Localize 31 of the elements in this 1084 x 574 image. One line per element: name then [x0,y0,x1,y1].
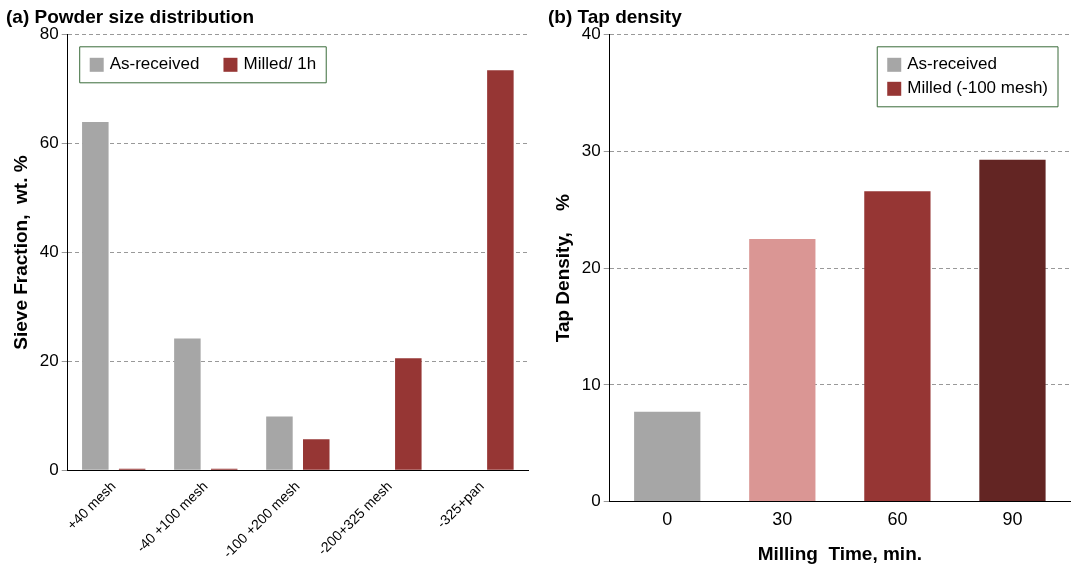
chart-title: (a) Powder size distribution [6,5,255,27]
y-tick-label: 80 [39,24,59,44]
y-tick-label: 20 [581,257,601,277]
chart-title: (b) Tap density [548,5,683,27]
bar [82,121,109,470]
legend-label: As-received [907,54,997,74]
y-axis-title: Tap Density, % [551,194,573,343]
bar [266,416,293,470]
y-tick-label: 10 [581,374,601,394]
x-tick-label: 60 [887,509,908,530]
bar [395,358,422,470]
legend-label: Milled/ 1h [243,54,317,74]
y-axis-title: Sieve Fraction, wt. % [9,155,31,350]
bar [174,338,201,470]
legend-label: Milled (-100 mesh) [907,78,1048,98]
y-tick-label: 40 [39,242,59,262]
y-tick-label: 0 [49,459,59,479]
x-axis-title: Milling Time, min. [757,542,923,564]
legend-label: As-received [109,54,200,74]
x-tick-label: 30 [772,509,793,530]
bar [979,159,1046,502]
bar [303,439,330,470]
y-tick-label: 30 [581,141,601,161]
bar [749,239,816,502]
y-tick-label: 60 [39,133,59,153]
bar [634,411,701,502]
bar [487,70,514,470]
x-tick-label: 0 [662,509,673,530]
x-tick-label: 90 [1002,509,1023,530]
y-tick-label: 20 [39,351,59,371]
bar [864,191,931,502]
